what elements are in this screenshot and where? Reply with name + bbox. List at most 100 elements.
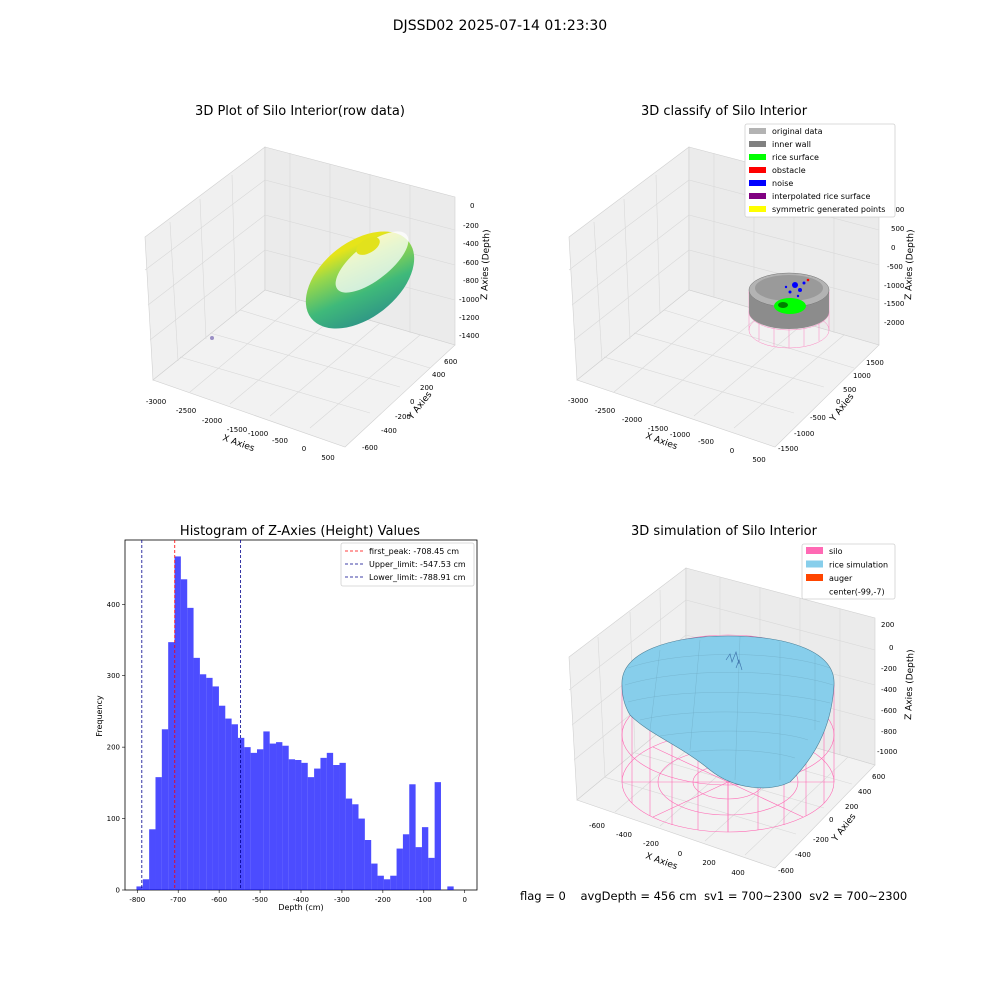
panel4-xlabel: X Axies bbox=[644, 851, 679, 872]
panel2-legend-label: rice surface bbox=[772, 153, 819, 162]
panel2-ztick: 0 bbox=[891, 244, 895, 252]
panel2-legend-swatch bbox=[749, 180, 766, 186]
panel1-xtick: 0 bbox=[302, 445, 306, 453]
histogram-ytick-label: 100 bbox=[107, 815, 120, 823]
panel2-xtick: 500 bbox=[752, 456, 765, 464]
avg-depth-text: avgDepth = 456 cm bbox=[580, 889, 697, 903]
panel2-ytick: 0 bbox=[836, 398, 840, 406]
panel1-xtick: -1500 bbox=[227, 426, 247, 434]
panel4-ytick: 600 bbox=[872, 773, 885, 781]
histogram-bar bbox=[396, 848, 403, 890]
panel4-legend-swatch bbox=[806, 547, 823, 554]
panel2-legend-label: noise bbox=[772, 179, 793, 188]
panel4-zlabel: Z Axies (Depth) bbox=[904, 649, 916, 720]
panel4-legend: silo rice simulation auger center(-99,-7) bbox=[801, 543, 896, 600]
panel4-ylabel: Y Axies bbox=[830, 812, 859, 845]
panel2-legend: original data inner wall rice surface obsta… bbox=[744, 123, 896, 218]
panel4-ytick: -400 bbox=[795, 851, 811, 859]
panel2-ztick: 500 bbox=[891, 225, 904, 233]
panel1-xtick: -2500 bbox=[176, 407, 196, 415]
histogram-bar bbox=[364, 840, 372, 890]
histogram-bar bbox=[333, 765, 340, 890]
histogram-xtick-label: -100 bbox=[416, 896, 432, 904]
panel1-title: 3D Plot of Silo Interior(row data) bbox=[195, 104, 405, 119]
footer-stats: flag = 0 avgDepth = 456 cm sv1 = 700~230… bbox=[520, 889, 907, 903]
panel4-ztick: -1000 bbox=[877, 748, 897, 756]
panel2-legend-label: original data bbox=[772, 127, 823, 136]
panel4-legend-label: auger bbox=[829, 574, 853, 583]
histogram-bar bbox=[237, 737, 245, 890]
histogram-ytick-label: 300 bbox=[107, 672, 120, 680]
panel1-ytick: 400 bbox=[432, 371, 445, 379]
panel1-ytick: 600 bbox=[444, 358, 457, 366]
panel2-legend-swatch bbox=[749, 141, 766, 147]
histogram-xtick-label: -800 bbox=[129, 896, 145, 904]
panel1-ytick: -600 bbox=[362, 444, 378, 452]
panel2-ticks: -3000 -2500 -2000 -1500 -1000 -500 0 500… bbox=[568, 206, 905, 464]
histogram-xtick-label: -600 bbox=[211, 896, 227, 904]
panel2-legend-swatch bbox=[749, 154, 766, 160]
histogram-plot: -800 -700 -600 -500 -400 -300 -200 -100 0 0 100 20… bbox=[107, 539, 478, 904]
histogram-bar bbox=[352, 804, 359, 890]
panel4-ytick: 400 bbox=[858, 788, 871, 796]
panel2-xtick: -1000 bbox=[670, 431, 690, 439]
histogram-bar bbox=[377, 875, 384, 890]
histogram-bar bbox=[383, 879, 391, 890]
panel2-ytick: 500 bbox=[843, 386, 856, 394]
panel1-ytick: -400 bbox=[381, 427, 397, 435]
panel2-title: 3D classify of Silo Interior bbox=[640, 104, 808, 119]
panel4-xtick: 200 bbox=[702, 859, 715, 867]
histogram-bar bbox=[142, 879, 150, 890]
histogram-bar bbox=[390, 875, 397, 890]
histogram-bar bbox=[206, 677, 213, 890]
panel2-legend-label: inner wall bbox=[772, 140, 811, 149]
histogram-bar bbox=[269, 743, 277, 890]
figure-suptitle: DJSSD02 2025-07-14 01:23:30 bbox=[392, 18, 608, 34]
panel1-ylabel: Y Axies bbox=[406, 390, 435, 423]
histogram-bar bbox=[447, 886, 454, 890]
histogram-bar bbox=[263, 731, 270, 890]
histogram-bar bbox=[339, 762, 346, 890]
panel1-ztick: -400 bbox=[463, 240, 479, 248]
panel1-ytick: 200 bbox=[420, 384, 433, 392]
panel4-legend-label: rice simulation bbox=[829, 561, 888, 570]
panel1-ytick: -200 bbox=[395, 413, 411, 421]
panel4-xtick: -400 bbox=[616, 831, 632, 839]
histogram-bar bbox=[149, 829, 156, 890]
panel1-ytick: 0 bbox=[410, 398, 414, 406]
panel2-legend-swatch bbox=[749, 193, 766, 199]
panel4-xtick: 400 bbox=[731, 869, 744, 877]
panel2-xtick: 0 bbox=[730, 447, 734, 455]
histogram-legend: first_peak: -708.45 cm Upper_limit: -547.… bbox=[340, 542, 475, 587]
histogram-bar bbox=[371, 863, 378, 890]
panel4-ztick: -600 bbox=[881, 707, 897, 715]
panel2-ztick: -1500 bbox=[884, 300, 904, 308]
panel4-ztick: -400 bbox=[881, 686, 897, 694]
histogram-legend-label: first_peak: -708.45 cm bbox=[369, 547, 459, 556]
panel2-legend-swatch bbox=[749, 206, 766, 212]
histogram-bar bbox=[212, 686, 219, 890]
panel1-xtick: -500 bbox=[272, 437, 288, 445]
panel1-ztick: -200 bbox=[463, 222, 479, 230]
panel4-ztick: 0 bbox=[889, 644, 893, 652]
histogram-bar bbox=[174, 556, 181, 890]
histogram-bar bbox=[409, 784, 416, 890]
histogram-bar bbox=[218, 705, 226, 890]
histogram-bar bbox=[244, 747, 251, 890]
histogram-bar bbox=[225, 718, 232, 890]
panel2-zlabel: Z Axies (Depth) bbox=[904, 229, 916, 300]
panel2-xtick: -2500 bbox=[595, 407, 615, 415]
panel2-xtick: -1500 bbox=[648, 425, 668, 433]
histogram-xtick-label: -500 bbox=[252, 896, 268, 904]
panel2-ytick: -1500 bbox=[778, 445, 798, 453]
histogram-bar bbox=[231, 724, 238, 890]
histogram-xtick-label: -700 bbox=[170, 896, 186, 904]
panel4-ytick: -600 bbox=[778, 867, 794, 875]
panel1-ticks: -3000 -2500 -2000 -1500 -1000 -500 0 500… bbox=[146, 202, 480, 462]
panel2-ztick: -1000 bbox=[884, 282, 904, 290]
panel2-legend-swatch bbox=[749, 167, 766, 173]
panel2-ytick: -1000 bbox=[794, 430, 814, 438]
panel2-xtick: -2000 bbox=[622, 416, 642, 424]
histogram-lines bbox=[141, 540, 242, 890]
panel2-ylabel: Y Axies bbox=[828, 392, 857, 425]
